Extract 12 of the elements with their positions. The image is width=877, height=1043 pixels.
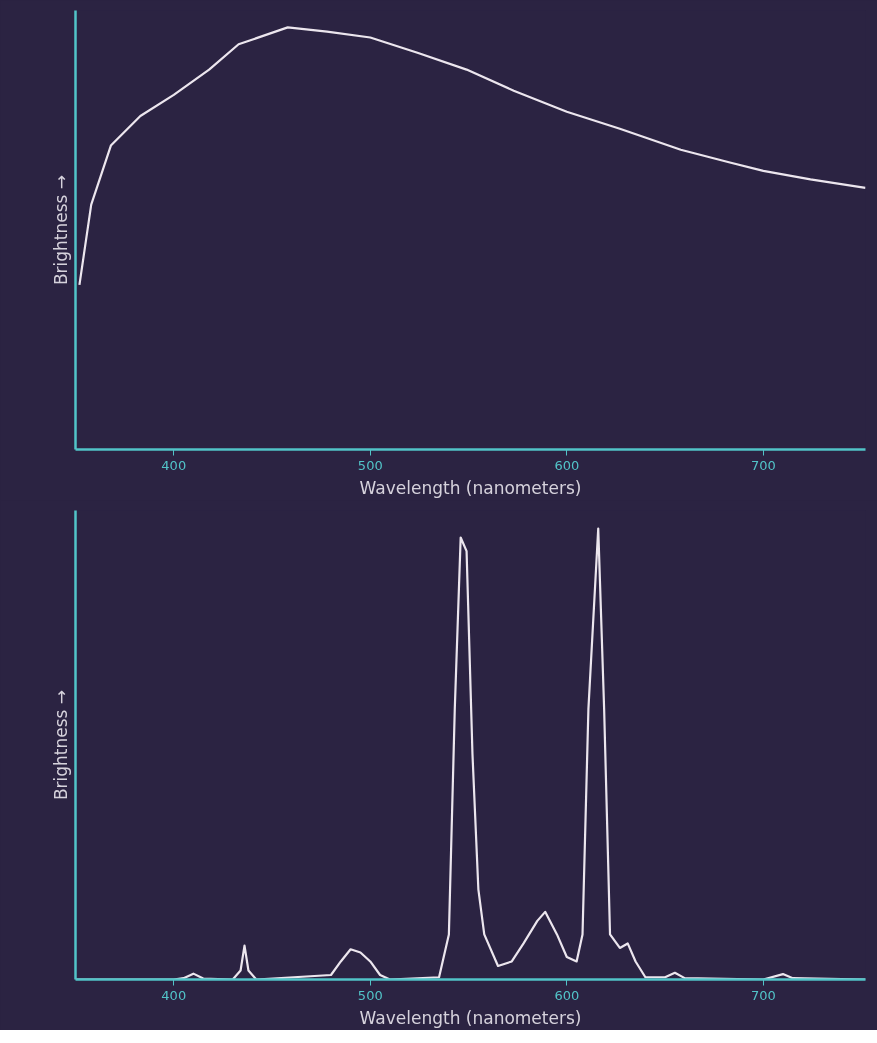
x-axis-title: Wavelength (nanometers) (359, 477, 582, 498)
x-tick-label: 700 (750, 987, 776, 1003)
x-axis-title: Wavelength (nanometers) (359, 1007, 582, 1028)
x-tick-label: 500 (357, 987, 383, 1003)
x-tick-label: 700 (750, 457, 776, 473)
x-tick-label: 600 (554, 457, 580, 473)
y-axis-title: Brightness → (50, 689, 71, 801)
x-tick-label: 400 (161, 987, 187, 1003)
x-tick-label: 400 (161, 457, 187, 473)
x-tick-label: 500 (357, 457, 383, 473)
y-axis-title: Brightness → (50, 174, 71, 286)
x-tick-label: 600 (554, 987, 580, 1003)
